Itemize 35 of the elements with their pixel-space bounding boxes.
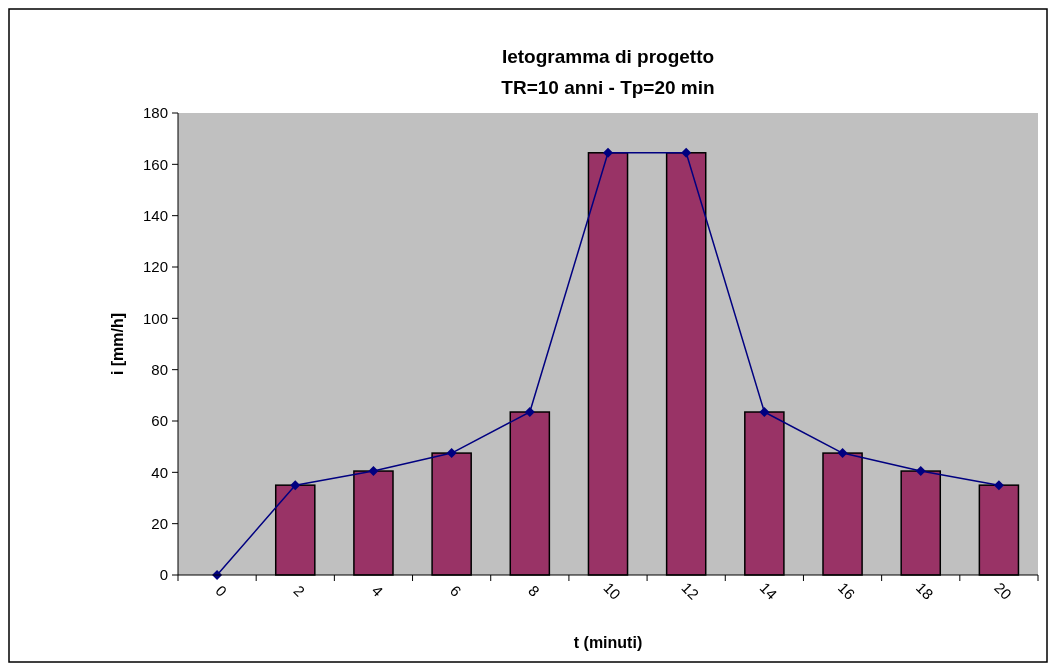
- point: [759, 407, 770, 418]
- y-tick-label: 0: [159, 566, 168, 584]
- point: [681, 147, 692, 158]
- chart-title: Ietogramma di progetto: [501, 46, 715, 67]
- point: [290, 480, 301, 491]
- y-tick-label: 160: [142, 155, 168, 173]
- point: [993, 480, 1004, 491]
- x-tick-label: 8: [525, 581, 543, 600]
- y-tick-label: 100: [142, 309, 168, 327]
- point: [524, 407, 535, 418]
- x-tick-label: 18: [912, 578, 937, 603]
- y-tick-label: 120: [142, 258, 168, 276]
- point: [603, 147, 613, 158]
- y-tick-label: 140: [142, 206, 168, 224]
- y-axis-title: i [mm/h]: [109, 312, 126, 376]
- y-tick-label: 180: [142, 104, 168, 122]
- point: [837, 448, 848, 459]
- x-tick-label: 6: [446, 581, 465, 600]
- x-axis-title: t (minuti): [573, 634, 643, 651]
- y-tick-label: 40: [151, 463, 168, 481]
- point: [446, 448, 457, 459]
- chart-subtitle: TR=10 anni - Tp=20 min: [501, 77, 715, 98]
- y-tick-label: 80: [151, 360, 168, 378]
- x-tick-label: 2: [290, 581, 309, 600]
- x-tick-label: 16: [834, 578, 859, 603]
- x-tick-label: 4: [368, 581, 387, 600]
- x-tick-label: 0: [212, 581, 231, 600]
- point: [915, 466, 926, 477]
- x-tick-label: 12: [678, 578, 703, 603]
- x-tick-label: 10: [600, 578, 625, 603]
- y-tick-label: 60: [151, 412, 168, 430]
- y-tick-label: 20: [151, 514, 168, 532]
- point: [368, 466, 379, 477]
- x-tick-label: 20: [991, 578, 1015, 603]
- x-tick-label: 14: [756, 578, 781, 603]
